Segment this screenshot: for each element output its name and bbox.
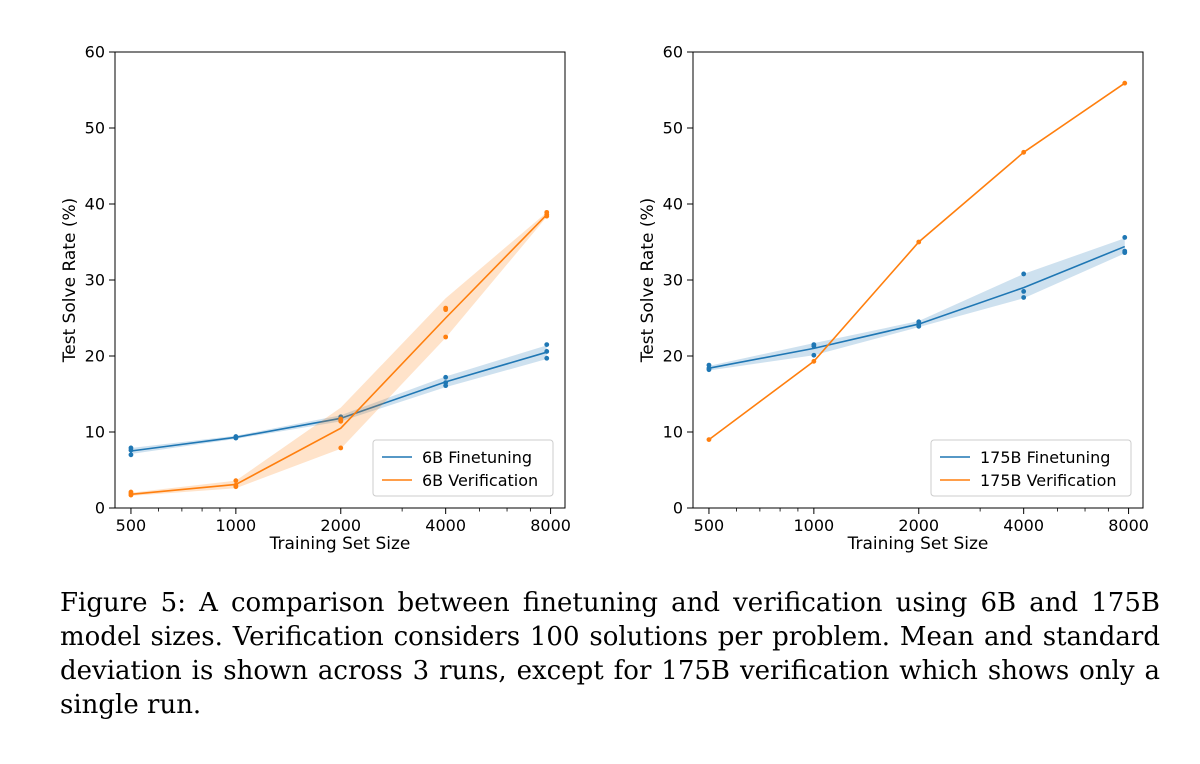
- 175b-finetuning-run-point: [706, 362, 712, 368]
- x-tick-label: 500: [694, 516, 725, 535]
- y-axis-label: Test Solve Rate (%): [638, 198, 658, 364]
- legend-label: 6B Finetuning: [422, 448, 532, 467]
- 175b-verification-run-point: [706, 437, 712, 442]
- figure-caption: Figure 5: A comparison between finetunin…: [60, 588, 1160, 720]
- legend-box: [372, 439, 554, 497]
- x-tick-label: 4000: [425, 516, 466, 535]
- 175b-verification-run-point: [1122, 80, 1128, 86]
- x-axis-label: Training Set Size: [269, 534, 411, 554]
- 175b-finetuning-run-point: [1122, 235, 1128, 240]
- 6b-verification-std-band: [130, 212, 547, 496]
- y-tick-label: 60: [85, 43, 105, 62]
- x-tick-label: 2000: [898, 516, 939, 535]
- y-tick-label: 0: [673, 499, 683, 518]
- 6b-finetuning-run-point: [544, 342, 550, 347]
- chart-6b: 500 1000 2000 4000 8000 0 10 20 30 40 50 60 Training…: [60, 43, 571, 555]
- y-axis-label: Test Solve Rate (%): [60, 198, 80, 364]
- plot-frame: [692, 51, 1144, 509]
- 175b-finetuning-run-point: [1122, 248, 1128, 254]
- 175b-finetuning-run-point: [1021, 271, 1027, 277]
- 6b-finetuning-run-point: [544, 355, 550, 361]
- x-tick-label: 8000: [1108, 516, 1149, 535]
- 175b-finetuning-run-point: [811, 352, 817, 358]
- 6b-verification-run-point: [338, 416, 344, 422]
- x-tick-label: 500: [116, 516, 147, 535]
- 175b-finetuning-run-point: [1021, 289, 1027, 294]
- 6b-verification-run-point: [128, 489, 134, 495]
- x-tick-label: 4000: [1003, 516, 1044, 535]
- figure: 500 1000 2000 4000 80000102030405060Training…: [60, 43, 1149, 555]
- 175b-finetuning-run-point: [916, 319, 922, 325]
- y-tick-label: 40: [663, 195, 683, 214]
- 175b-finetuning-run-point: [811, 342, 817, 347]
- 6b-finetuning-run-point: [233, 434, 239, 439]
- y-tick-label: 20: [663, 347, 683, 366]
- 6b-verification-run-point: [544, 209, 550, 215]
- 6b-verification-run-point: [338, 445, 344, 451]
- 6b-verification-run-point: [443, 305, 449, 311]
- y-tick-label: 50: [85, 119, 105, 138]
- 6b-verification-run-point: [443, 334, 449, 340]
- 6b-finetuning-run-point: [443, 374, 449, 380]
- y-tick-label: 40: [85, 195, 105, 214]
- legend-label: 175B Verification: [980, 471, 1117, 490]
- 175b-verification-run-point: [1021, 149, 1027, 155]
- 6b-verification-run-point: [233, 482, 239, 488]
- y-tick-label: 10: [85, 423, 105, 442]
- y-tick-label: 60: [663, 43, 683, 62]
- 175b-finetuning-std-band: [708, 238, 1125, 371]
- y-tick-label: 50: [663, 119, 683, 138]
- y-tick-label: 30: [85, 271, 105, 290]
- 6b-finetuning-std-band: [130, 345, 547, 455]
- legend-label: 6B Verification: [422, 471, 538, 490]
- 6b-verification-run-point: [233, 478, 239, 484]
- plot-frame: [114, 51, 566, 509]
- 6b-finetuning-run-point: [128, 445, 134, 451]
- 175b-verification-run-point: [916, 239, 922, 245]
- x-tick-label: 1000: [215, 516, 256, 535]
- x-axis-label: Training Set Size: [847, 534, 989, 554]
- 175b-verification-run-point: [811, 358, 817, 364]
- y-tick-label: 10: [663, 423, 683, 442]
- 175b-finetuning-run-point: [1021, 295, 1027, 300]
- y-tick-label: 30: [663, 271, 683, 290]
- 6b-finetuning-run-point: [128, 452, 134, 458]
- y-tick-label: 0: [95, 499, 105, 518]
- x-tick-label: 2000: [320, 516, 361, 535]
- legend-label: 175B Finetuning: [980, 448, 1110, 467]
- y-tick-label: 20: [85, 347, 105, 366]
- legend-box: [930, 439, 1132, 497]
- x-tick-label: 1000: [793, 516, 834, 535]
- 6b-finetuning-run-point: [443, 380, 449, 385]
- 6b-verification-line: [130, 214, 548, 496]
- 6b-finetuning-run-point: [544, 349, 550, 354]
- chart-175b: 500 1000 2000 4000 8000 0 10 20 30 40 50 60 Training…: [638, 43, 1149, 555]
- x-tick-label: 8000: [530, 516, 571, 535]
